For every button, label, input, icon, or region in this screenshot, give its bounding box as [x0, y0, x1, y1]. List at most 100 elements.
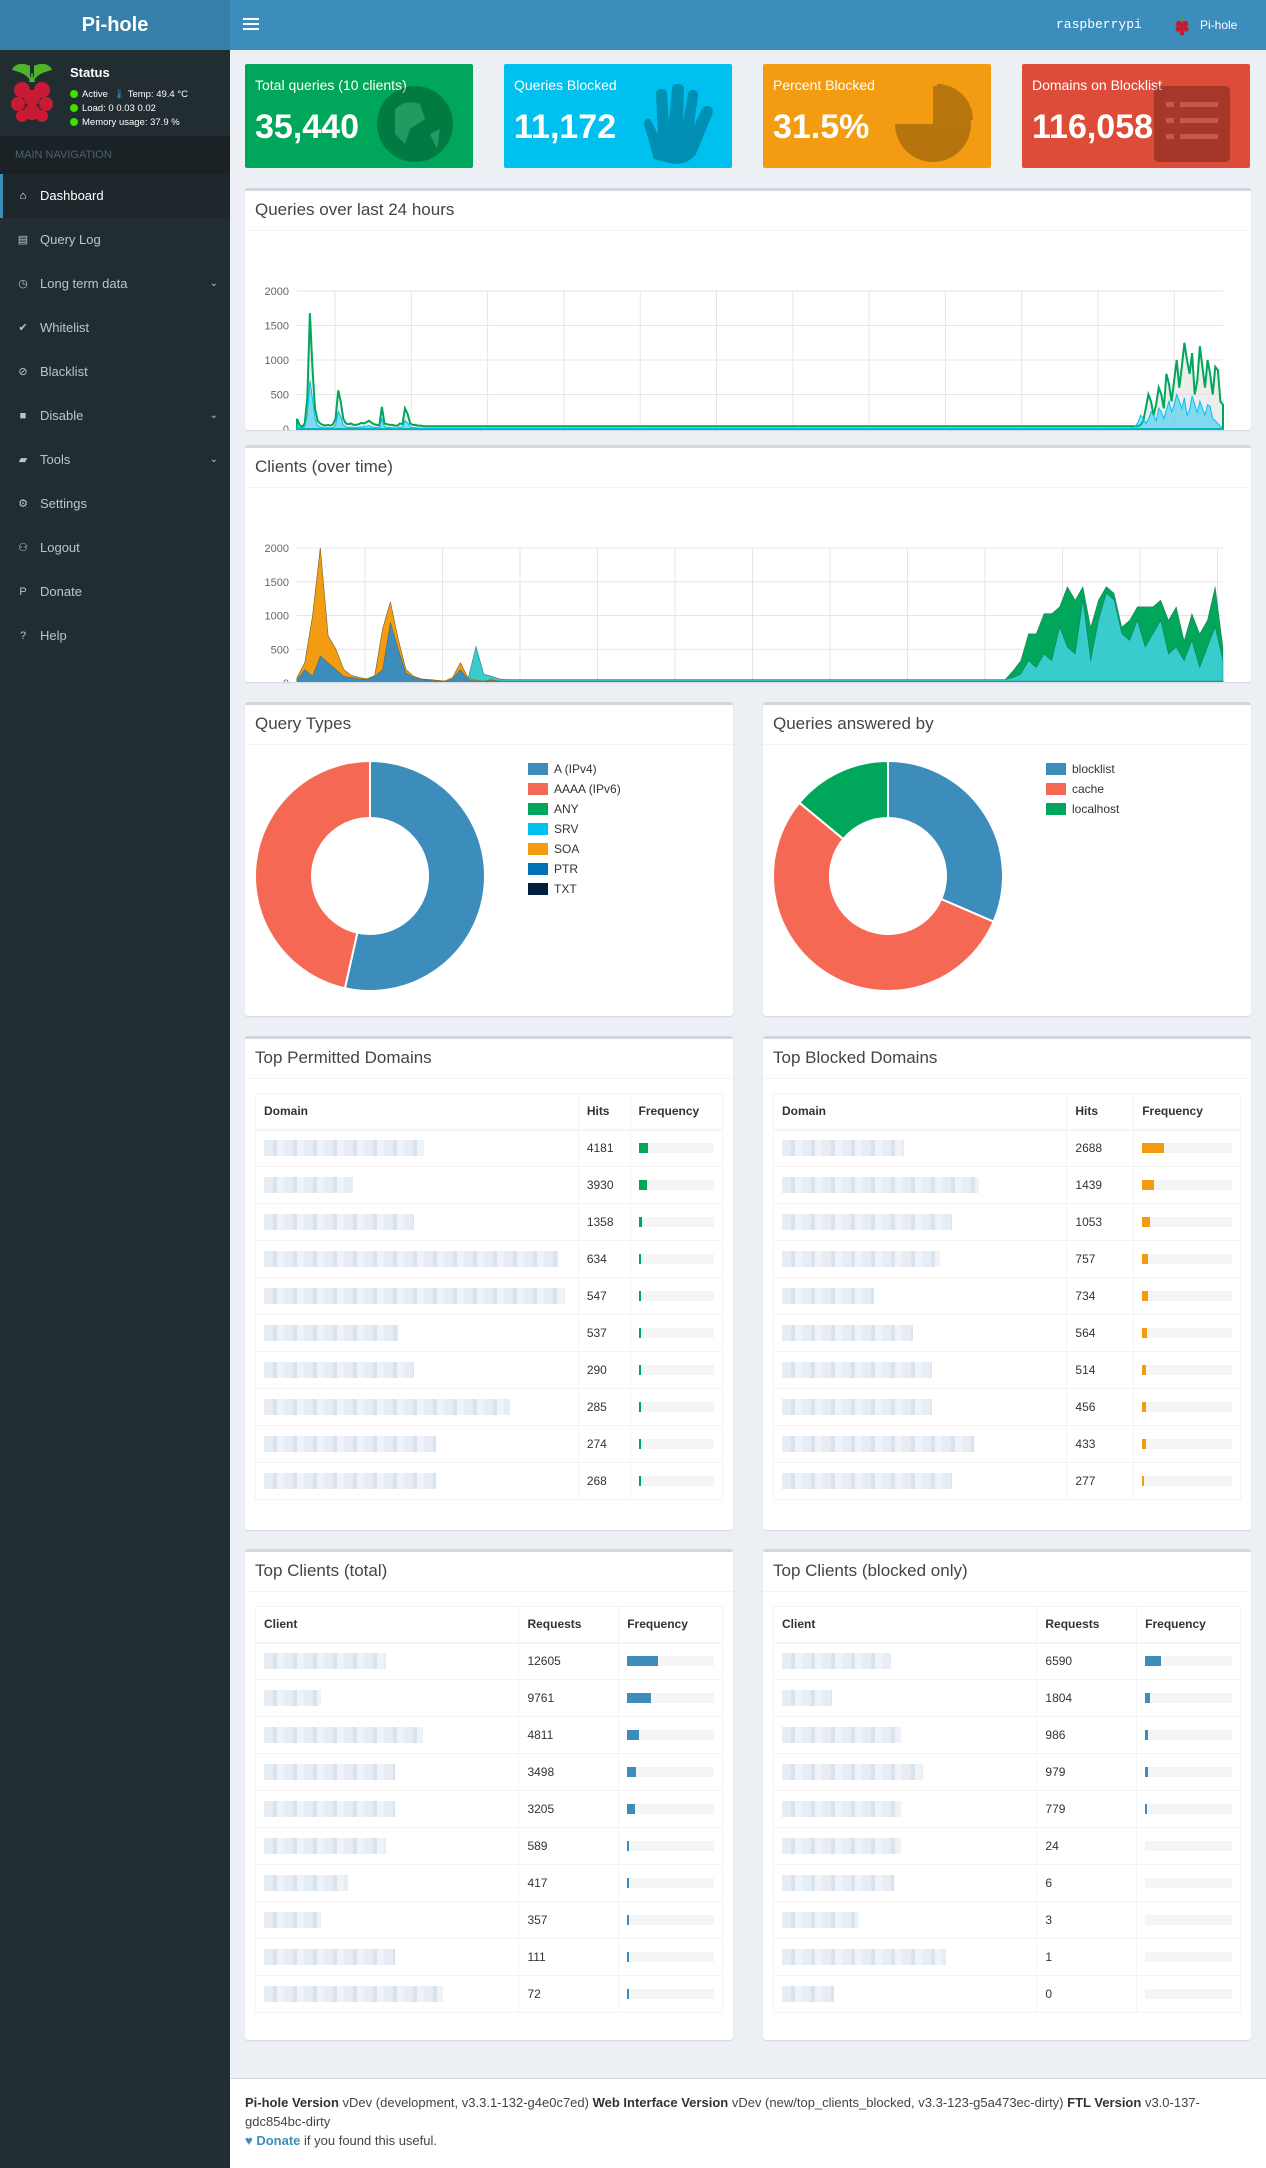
redacted-cell[interactable]	[772, 1240, 1068, 1278]
pie-slice-aaaa-ipv6-[interactable]	[254, 759, 371, 990]
redacted-cell[interactable]	[255, 1166, 579, 1204]
column-header-domain[interactable]: Domain	[772, 1093, 1068, 1131]
app-logo[interactable]: Pi-hole	[0, 0, 230, 50]
table-row: 779	[772, 1790, 1241, 1828]
table-row: 3205	[254, 1790, 723, 1828]
redacted-cell[interactable]	[772, 1277, 1068, 1315]
redacted-cell[interactable]	[772, 1314, 1068, 1352]
frequency-cell	[1133, 1388, 1241, 1426]
sidebar-item-tools[interactable]: ▰ Tools ⌄	[0, 438, 230, 482]
query-types-chart[interactable]	[245, 749, 495, 1009]
column-header-client[interactable]: Client	[772, 1606, 1038, 1644]
column-header-requests[interactable]: Requests	[518, 1606, 620, 1644]
redacted-cell[interactable]	[255, 1240, 579, 1278]
sidebar-item-label: Query Log	[40, 232, 101, 247]
redacted-cell[interactable]	[772, 1388, 1068, 1426]
redacted-cell[interactable]	[772, 1901, 1038, 1939]
user-menu[interactable]: Pi-hole	[1170, 8, 1237, 42]
legend-item[interactable]: localhost	[1046, 799, 1119, 819]
sidebar-item-query-log[interactable]: ▤ Query Log	[0, 218, 230, 262]
redacted-cell[interactable]	[254, 1716, 520, 1754]
column-header-frequency[interactable]: Frequency	[618, 1606, 723, 1644]
redacted-cell[interactable]	[772, 1203, 1068, 1241]
redacted-cell[interactable]	[254, 1679, 520, 1717]
sidebar-item-disable[interactable]: ■ Disable ⌄	[0, 394, 230, 438]
sidebar-item-dashboard[interactable]: ⌂ Dashboard	[0, 174, 230, 218]
redacted-cell[interactable]	[254, 1753, 520, 1791]
redacted-cell[interactable]	[772, 1790, 1038, 1828]
sidebar-toggle-icon[interactable]	[243, 15, 259, 35]
column-header-hits[interactable]: Hits	[577, 1093, 631, 1131]
pie-slice-a-ipv4-[interactable]	[343, 759, 486, 992]
frequency-bar	[627, 1804, 714, 1814]
redacted-cell[interactable]	[254, 1975, 520, 2013]
count-cell: 72	[518, 1975, 620, 2013]
pie-slice-localhost[interactable]	[797, 759, 889, 841]
column-header-client[interactable]: Client	[254, 1606, 520, 1644]
legend-item[interactable]: AAAA (IPv6)	[528, 779, 621, 799]
legend-item[interactable]: A (IPv4)	[528, 759, 621, 779]
sidebar-item-logout[interactable]: ⚇ Logout	[0, 526, 230, 570]
redacted-cell[interactable]	[254, 1864, 520, 1902]
redacted-text	[264, 1214, 414, 1230]
redacted-cell[interactable]	[772, 1975, 1038, 2013]
sidebar-item-settings[interactable]: ⚙ Settings	[0, 482, 230, 526]
redacted-cell[interactable]	[772, 1864, 1038, 1902]
redacted-cell[interactable]	[255, 1314, 579, 1352]
sidebar-item-whitelist[interactable]: ✔ Whitelist	[0, 306, 230, 350]
redacted-cell[interactable]	[255, 1388, 579, 1426]
redacted-cell[interactable]	[255, 1351, 579, 1389]
sidebar-item-long-term-data[interactable]: ◷ Long term data ⌄	[0, 262, 230, 306]
redacted-cell[interactable]	[254, 1938, 520, 1976]
legend-item[interactable]: cache	[1046, 779, 1119, 799]
stat-box-pie-chart[interactable]: Percent Blocked 31.5%	[763, 64, 991, 168]
sidebar-item-help[interactable]: ? Help	[0, 614, 230, 658]
redacted-cell[interactable]	[772, 1462, 1068, 1500]
sidebar-item-label: Whitelist	[40, 320, 90, 335]
pie-slice-cache[interactable]	[771, 801, 995, 992]
column-header-frequency[interactable]: Frequency	[629, 1093, 724, 1131]
redacted-cell[interactable]	[254, 1642, 520, 1680]
column-header-frequency[interactable]: Frequency	[1133, 1093, 1241, 1131]
stat-box-hand[interactable]: Queries Blocked 11,172	[504, 64, 732, 168]
redacted-cell[interactable]	[254, 1901, 520, 1939]
legend-item[interactable]: SRV	[528, 819, 621, 839]
redacted-cell[interactable]	[772, 1716, 1038, 1754]
column-header-frequency[interactable]: Frequency	[1136, 1606, 1241, 1644]
legend-item[interactable]: SOA	[528, 839, 621, 859]
clients-over-time-chart[interactable]: 050010001500200017:0019:0021:0023:0001:0…	[245, 488, 1251, 702]
sidebar-item-donate[interactable]: P Donate	[0, 570, 230, 614]
redacted-cell[interactable]	[772, 1938, 1038, 1976]
column-header-hits[interactable]: Hits	[1066, 1093, 1135, 1131]
redacted-cell[interactable]	[772, 1425, 1068, 1463]
donate-link[interactable]: Donate	[256, 2133, 301, 2148]
stat-box-list[interactable]: Domains on Blocklist 116,058	[1022, 64, 1250, 168]
legend-item[interactable]: blocklist	[1046, 759, 1119, 779]
redacted-cell[interactable]	[772, 1351, 1068, 1389]
count-cell: 2688	[1066, 1129, 1135, 1167]
redacted-cell[interactable]	[772, 1129, 1068, 1167]
redacted-cell[interactable]	[772, 1642, 1038, 1680]
sidebar-item-blacklist[interactable]: ⊘ Blacklist	[0, 350, 230, 394]
count-cell: 547	[577, 1277, 631, 1315]
redacted-cell[interactable]	[255, 1129, 579, 1167]
redacted-cell[interactable]	[254, 1827, 520, 1865]
legend-item[interactable]: ANY	[528, 799, 621, 819]
legend-item[interactable]: TXT	[528, 879, 621, 899]
column-header-domain[interactable]: Domain	[255, 1093, 579, 1131]
redacted-cell[interactable]	[255, 1425, 579, 1463]
redacted-cell[interactable]	[772, 1679, 1038, 1717]
answered-by-chart[interactable]	[763, 749, 1013, 1009]
column-header-requests[interactable]: Requests	[1036, 1606, 1138, 1644]
legend-item[interactable]: PTR	[528, 859, 621, 879]
redacted-cell[interactable]	[772, 1166, 1068, 1204]
redacted-cell[interactable]	[255, 1277, 579, 1315]
redacted-cell[interactable]	[255, 1203, 579, 1241]
redacted-cell[interactable]	[255, 1462, 579, 1500]
redacted-cell[interactable]	[772, 1753, 1038, 1791]
redacted-cell[interactable]	[254, 1790, 520, 1828]
pie-slice-blocklist[interactable]	[887, 759, 1004, 923]
queries-over-time-chart[interactable]: 050010001500200016:0018:0020:0022:0000:0…	[245, 231, 1251, 448]
stat-box-globe[interactable]: Total queries (10 clients) 35,440	[245, 64, 473, 168]
redacted-cell[interactable]	[772, 1827, 1038, 1865]
